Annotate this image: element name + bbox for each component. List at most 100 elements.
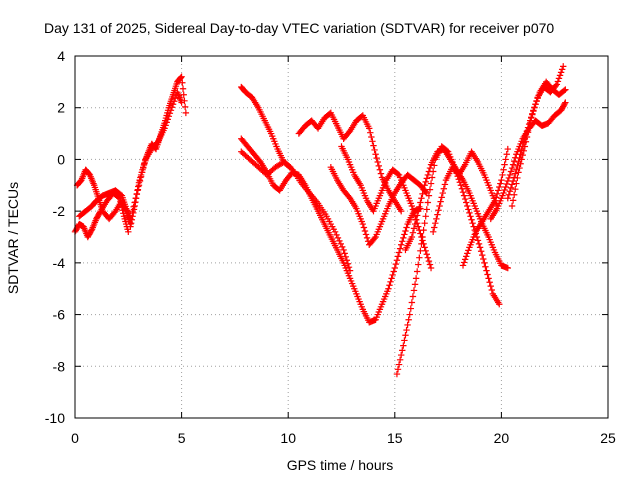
data-point-marker — [131, 199, 138, 206]
data-point-marker — [165, 113, 173, 120]
data-point-marker — [177, 74, 185, 81]
grid-lines — [75, 56, 608, 418]
data-point-marker — [534, 95, 541, 102]
data-point-marker — [417, 230, 424, 237]
data-point-marker — [510, 157, 518, 165]
data-point-marker — [506, 171, 514, 179]
data-point-marker — [464, 202, 471, 210]
data-point-marker — [515, 158, 522, 166]
data-point-marker — [415, 207, 422, 215]
data-point-marker — [166, 110, 174, 117]
data-point-marker — [178, 73, 185, 80]
data-point-marker — [372, 151, 379, 158]
data-point-marker — [530, 107, 537, 114]
data-point-marker — [512, 185, 519, 193]
x-tick-label: 0 — [71, 430, 79, 446]
data-point-marker — [334, 234, 342, 242]
data-point-marker — [434, 211, 441, 218]
data-point-marker — [495, 187, 502, 194]
y-tick-label: 0 — [57, 151, 65, 167]
data-point-marker — [554, 78, 562, 85]
data-point-marker — [426, 164, 434, 172]
data-point-marker — [419, 190, 426, 198]
data-point-marker — [369, 138, 376, 145]
data-point-marker — [342, 253, 349, 261]
data-point-marker — [427, 264, 435, 272]
data-point-marker — [477, 248, 485, 255]
data-point-marker — [429, 228, 437, 236]
data-point-marker — [474, 237, 482, 244]
data-point-marker — [552, 82, 559, 89]
data-point-marker — [408, 299, 416, 306]
data-point-marker — [425, 192, 433, 199]
data-point-marker — [481, 259, 488, 267]
data-point-marker — [416, 203, 423, 211]
data-point-marker — [422, 178, 429, 186]
data-point-marker — [163, 119, 170, 126]
data-point-marker — [343, 257, 351, 264]
data-point-marker — [363, 234, 371, 242]
data-point-marker — [507, 184, 515, 192]
data-point-marker — [346, 267, 354, 274]
data-point-marker — [388, 275, 395, 282]
data-point-marker — [409, 293, 417, 300]
data-point-marker — [482, 263, 489, 270]
data-point-marker — [467, 213, 474, 220]
data-point-marker — [135, 182, 143, 189]
data-point-marker — [428, 174, 436, 181]
data-point-marker — [409, 206, 417, 213]
data-point-marker — [509, 177, 517, 185]
data-point-marker — [179, 79, 186, 86]
data-point-marker — [412, 275, 420, 282]
data-point-marker — [438, 194, 445, 201]
y-tick-label: 4 — [57, 48, 65, 64]
data-point-marker — [140, 164, 147, 172]
x-axis-title: GPS time / hours — [287, 457, 394, 473]
x-tick-label: 5 — [178, 430, 186, 446]
data-point-marker — [485, 275, 492, 282]
data-point-marker — [395, 249, 403, 256]
data-point-marker — [556, 72, 564, 79]
data-point-marker — [421, 182, 428, 189]
data-point-marker — [486, 279, 493, 286]
data-point-marker — [339, 243, 346, 251]
data-point-marker — [411, 220, 419, 228]
y-axis-title: SDTVAR / TECUs — [5, 182, 21, 294]
data-point-marker — [426, 186, 434, 193]
data-point-marker — [531, 104, 538, 111]
chart-title: Day 131 of 2025, Sidereal Day-to-day VTE… — [44, 20, 554, 36]
data-point-marker — [460, 259, 468, 266]
y-tick-label: -8 — [53, 358, 66, 374]
data-point-marker — [399, 238, 406, 245]
data-point-marker — [401, 231, 408, 238]
data-point-marker — [179, 85, 187, 92]
data-point-marker — [162, 122, 169, 129]
data-point-marker — [386, 282, 393, 289]
data-point-marker — [506, 188, 514, 195]
data-point-marker — [359, 220, 367, 228]
data-point-marker — [170, 98, 178, 105]
data-point-marker — [371, 146, 378, 154]
data-point-marker — [394, 170, 402, 178]
data-point-marker — [401, 337, 408, 344]
data-point-marker — [435, 207, 442, 214]
data-point-marker — [420, 226, 427, 234]
data-point-marker — [483, 267, 490, 274]
data-point-marker — [533, 98, 540, 105]
data-point-marker — [553, 81, 561, 88]
data-point-marker — [336, 237, 343, 245]
data-point-marker — [370, 142, 377, 149]
data-point-marker — [562, 86, 569, 93]
data-point-marker — [404, 321, 411, 329]
data-point-marker — [500, 166, 507, 173]
data-point-marker — [394, 366, 402, 373]
x-tick-label: 25 — [600, 430, 616, 446]
data-points — [71, 63, 569, 378]
data-point-marker — [141, 160, 148, 167]
data-point-marker — [169, 101, 177, 108]
data-point-marker — [464, 250, 471, 257]
data-point-marker — [475, 240, 483, 248]
data-point-marker — [392, 260, 400, 268]
data-point-marker — [417, 199, 424, 206]
data-point-marker — [406, 311, 413, 318]
